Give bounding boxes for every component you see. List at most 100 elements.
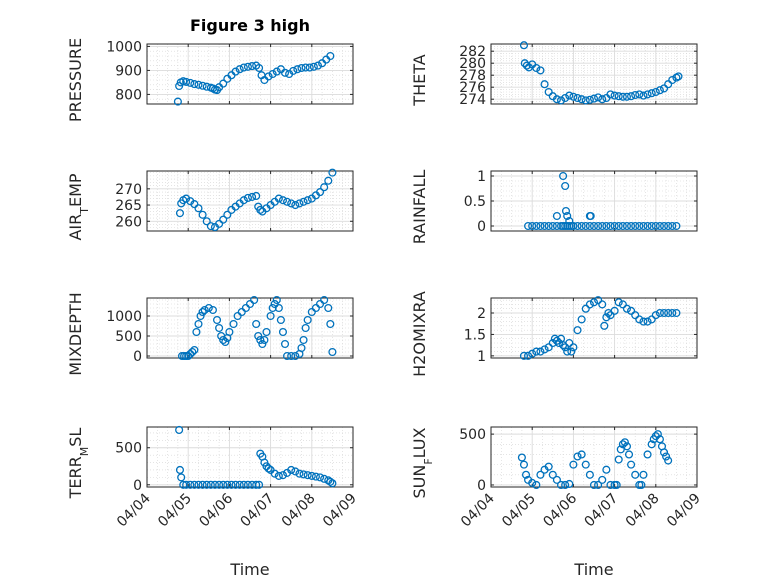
panel-1-point <box>219 79 228 88</box>
panel-6-point <box>519 351 529 360</box>
panel-3-point <box>243 193 252 202</box>
panel-1-point <box>190 80 199 89</box>
panel-7-point <box>194 480 203 489</box>
panel-3-point <box>215 219 224 228</box>
panel-5-point <box>297 343 306 353</box>
panel-6-point <box>659 308 669 318</box>
panel-3-point <box>175 209 185 218</box>
panel-2-point <box>643 90 652 99</box>
panel-8-point <box>647 440 656 449</box>
panel-2-point <box>565 91 574 100</box>
panel-1-y-tick-label: 900 <box>115 63 142 79</box>
panel-8-point <box>517 453 526 462</box>
panel-6-point <box>651 311 660 320</box>
panel-2-point <box>651 87 660 97</box>
panel-2-point <box>606 90 615 99</box>
panel-3-series <box>175 168 337 232</box>
panel-4-point <box>544 221 553 231</box>
panel-7-point <box>223 480 232 489</box>
panel-6-point <box>544 343 553 352</box>
panel-4-point <box>668 221 677 231</box>
panel-2-axes-box <box>490 43 698 105</box>
panel-6-y-tick-label: 1.5 <box>464 327 486 343</box>
panel-7-point <box>215 480 224 489</box>
panel-5-point <box>208 305 217 315</box>
panel-5-point <box>225 327 234 337</box>
panel-1-point <box>301 63 310 72</box>
panel-4-point <box>548 221 557 231</box>
panel-6-point <box>528 349 537 358</box>
panel-6-point <box>643 317 652 326</box>
panel-2-point <box>540 80 549 89</box>
panel-1-point <box>248 62 257 71</box>
panel-6-point <box>552 336 561 345</box>
panel-3-point <box>248 192 257 201</box>
panel-7-x-tick-label: 04/05 <box>155 491 195 531</box>
panel-4-point <box>552 211 561 221</box>
panel-1-point <box>272 67 281 76</box>
panel-4-point <box>532 221 541 231</box>
panel-2-point <box>569 92 578 101</box>
panel-1-axes-box <box>146 43 354 105</box>
panel-3-point <box>324 176 333 185</box>
panel-7-point <box>190 480 199 489</box>
panel-3-point <box>252 191 261 201</box>
panel-7: 0 500 04/04 04/05 04/06 04/07 04/08 04/09 TERRMS… <box>66 425 360 531</box>
panel-5-point <box>198 307 207 317</box>
panel-5-point <box>307 307 316 317</box>
panel-4-y-tick-label: 0 <box>477 219 486 235</box>
panel-4-point <box>561 181 570 191</box>
panel-1-point <box>305 63 314 72</box>
panel-5-point <box>311 303 320 313</box>
panel-8-point <box>637 480 646 490</box>
panel-6-point <box>639 317 648 326</box>
panel-5-point <box>328 347 337 357</box>
panel-3-point <box>287 199 296 208</box>
panel-4-y-tick-label: 1 <box>477 169 486 185</box>
panel-3-point <box>198 210 207 219</box>
panel-5-point <box>256 335 265 345</box>
panel-5-point <box>280 339 290 349</box>
panel-6-point <box>536 347 545 356</box>
panel-4-point <box>651 221 660 231</box>
panel-4-point <box>561 206 571 216</box>
panel-8-point <box>528 478 537 487</box>
panel-2-point <box>522 61 531 70</box>
panel-2-point <box>561 93 570 103</box>
panel-4-point <box>631 221 640 231</box>
panel-5-y-tick-label: 500 <box>115 329 142 345</box>
panel-5-point <box>241 303 250 313</box>
panel-4-point <box>577 221 586 231</box>
panel-6-point <box>606 311 615 320</box>
panel-2-y-tick-label: 282 <box>459 44 486 60</box>
panel-7-point <box>307 471 316 480</box>
panel-8-point <box>565 479 574 488</box>
x-axis-label-left: Time <box>229 560 269 579</box>
panel-1-point <box>198 81 207 90</box>
panel-8-point <box>556 480 566 490</box>
panel-2-point <box>594 93 603 102</box>
panel-1-point <box>289 66 298 75</box>
panel-3-point <box>278 196 288 205</box>
panel-5-point <box>278 327 288 337</box>
panel-2-point <box>520 59 529 68</box>
panel-3-point <box>223 210 232 219</box>
panel-6-point <box>627 306 636 315</box>
panel-6-series <box>519 296 681 360</box>
panel-2-point <box>573 93 582 103</box>
panel-8-y-axis-label: SUNFLUX <box>410 427 435 498</box>
panel-2-major-grid <box>490 44 698 104</box>
panel-1-point <box>255 63 264 73</box>
panel-6-point <box>594 296 603 305</box>
panel-8-x-tick-label: 04/06 <box>540 490 580 530</box>
panel-2-point <box>610 91 619 100</box>
panel-7-point <box>270 469 279 478</box>
panel-8-point <box>662 452 671 461</box>
panel-7-y-tick-label: 500 <box>115 441 142 457</box>
panel-5-axes-box <box>146 297 354 359</box>
panel-5-point <box>215 323 224 333</box>
panel-8-point <box>624 450 634 459</box>
panel-6-point <box>581 304 590 313</box>
panel-6-point <box>610 306 619 315</box>
panel-5-point <box>320 295 329 305</box>
